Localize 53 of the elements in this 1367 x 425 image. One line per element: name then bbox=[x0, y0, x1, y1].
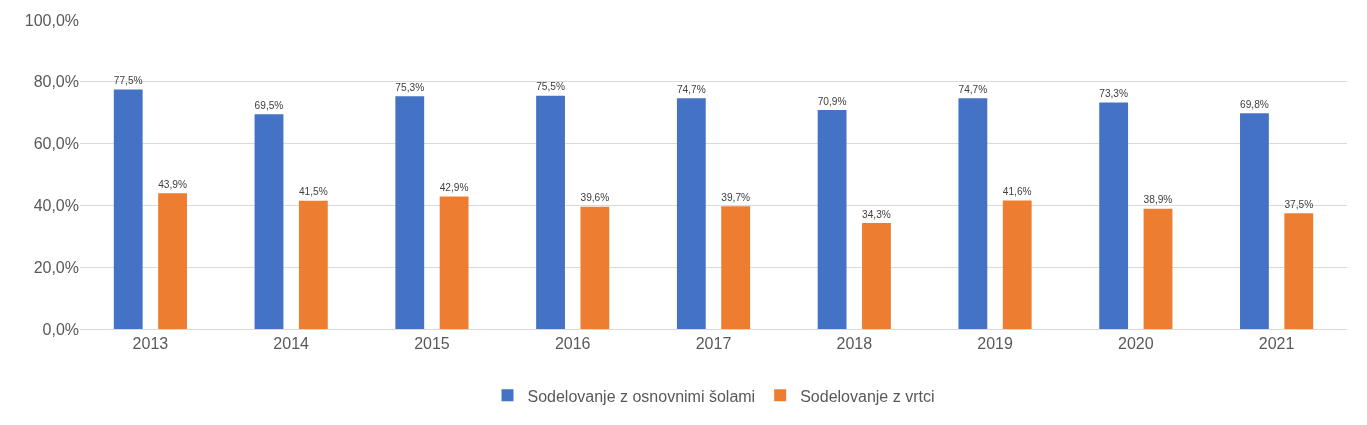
bar bbox=[395, 96, 425, 329]
x-tick-label: 2014 bbox=[273, 335, 310, 353]
x-tick-label: 2015 bbox=[414, 335, 450, 353]
data-label: 69,8% bbox=[1240, 98, 1269, 110]
data-label: 69,5% bbox=[254, 99, 284, 111]
bar bbox=[721, 206, 751, 329]
data-label: 42,9% bbox=[439, 182, 469, 194]
x-tick-label: 2020 bbox=[1118, 335, 1154, 353]
y-tick-label: 100,0% bbox=[24, 11, 79, 29]
bar bbox=[580, 206, 610, 329]
y-tick-label: 20,0% bbox=[33, 258, 79, 276]
bar bbox=[158, 193, 187, 329]
data-label: 34,3% bbox=[862, 208, 891, 220]
bar bbox=[862, 223, 891, 329]
bar bbox=[1284, 213, 1314, 329]
bar bbox=[676, 98, 706, 329]
x-tick-label: 2021 bbox=[1258, 335, 1295, 353]
data-label: 41,5% bbox=[298, 186, 328, 198]
bar bbox=[113, 89, 143, 329]
x-tick-label: 2019 bbox=[977, 335, 1013, 353]
x-tick-label: 2017 bbox=[695, 335, 732, 353]
data-label: 77,5% bbox=[113, 75, 143, 87]
x-tick-label: 2016 bbox=[554, 335, 591, 353]
bar bbox=[1002, 200, 1032, 329]
data-label: 39,7% bbox=[721, 191, 751, 203]
y-tick-label: 80,0% bbox=[33, 73, 79, 91]
bar bbox=[1143, 208, 1173, 329]
bar bbox=[817, 109, 847, 329]
data-label: 75,3% bbox=[395, 81, 425, 93]
bar bbox=[254, 114, 284, 329]
bar bbox=[298, 200, 328, 329]
y-tick-label: 60,0% bbox=[33, 135, 79, 153]
data-label: 75,5% bbox=[536, 81, 565, 93]
legend-label: Sodelovanje z osnovnimi šolami bbox=[527, 387, 756, 405]
data-label: 37,5% bbox=[1284, 198, 1314, 210]
y-tick-label: 0,0% bbox=[42, 320, 79, 338]
data-label: 39,6% bbox=[580, 192, 610, 204]
x-tick-label: 2018 bbox=[836, 335, 873, 353]
bar bbox=[1099, 102, 1129, 329]
data-label: 43,9% bbox=[158, 178, 187, 190]
data-label: 70,9% bbox=[817, 95, 847, 107]
x-tick-label: 2013 bbox=[132, 335, 169, 353]
bar bbox=[1240, 113, 1269, 329]
data-label: 74,7% bbox=[958, 83, 988, 95]
legend-label: Sodelovanje z vrtci bbox=[800, 387, 935, 405]
data-label: 38,9% bbox=[1143, 194, 1173, 206]
bar bbox=[439, 196, 469, 329]
bar bbox=[536, 95, 565, 329]
bar bbox=[958, 98, 988, 329]
data-label: 41,6% bbox=[1002, 186, 1032, 198]
y-tick-label: 40,0% bbox=[33, 197, 79, 214]
data-label: 74,7% bbox=[676, 83, 706, 95]
data-label: 73,3% bbox=[1099, 88, 1129, 100]
